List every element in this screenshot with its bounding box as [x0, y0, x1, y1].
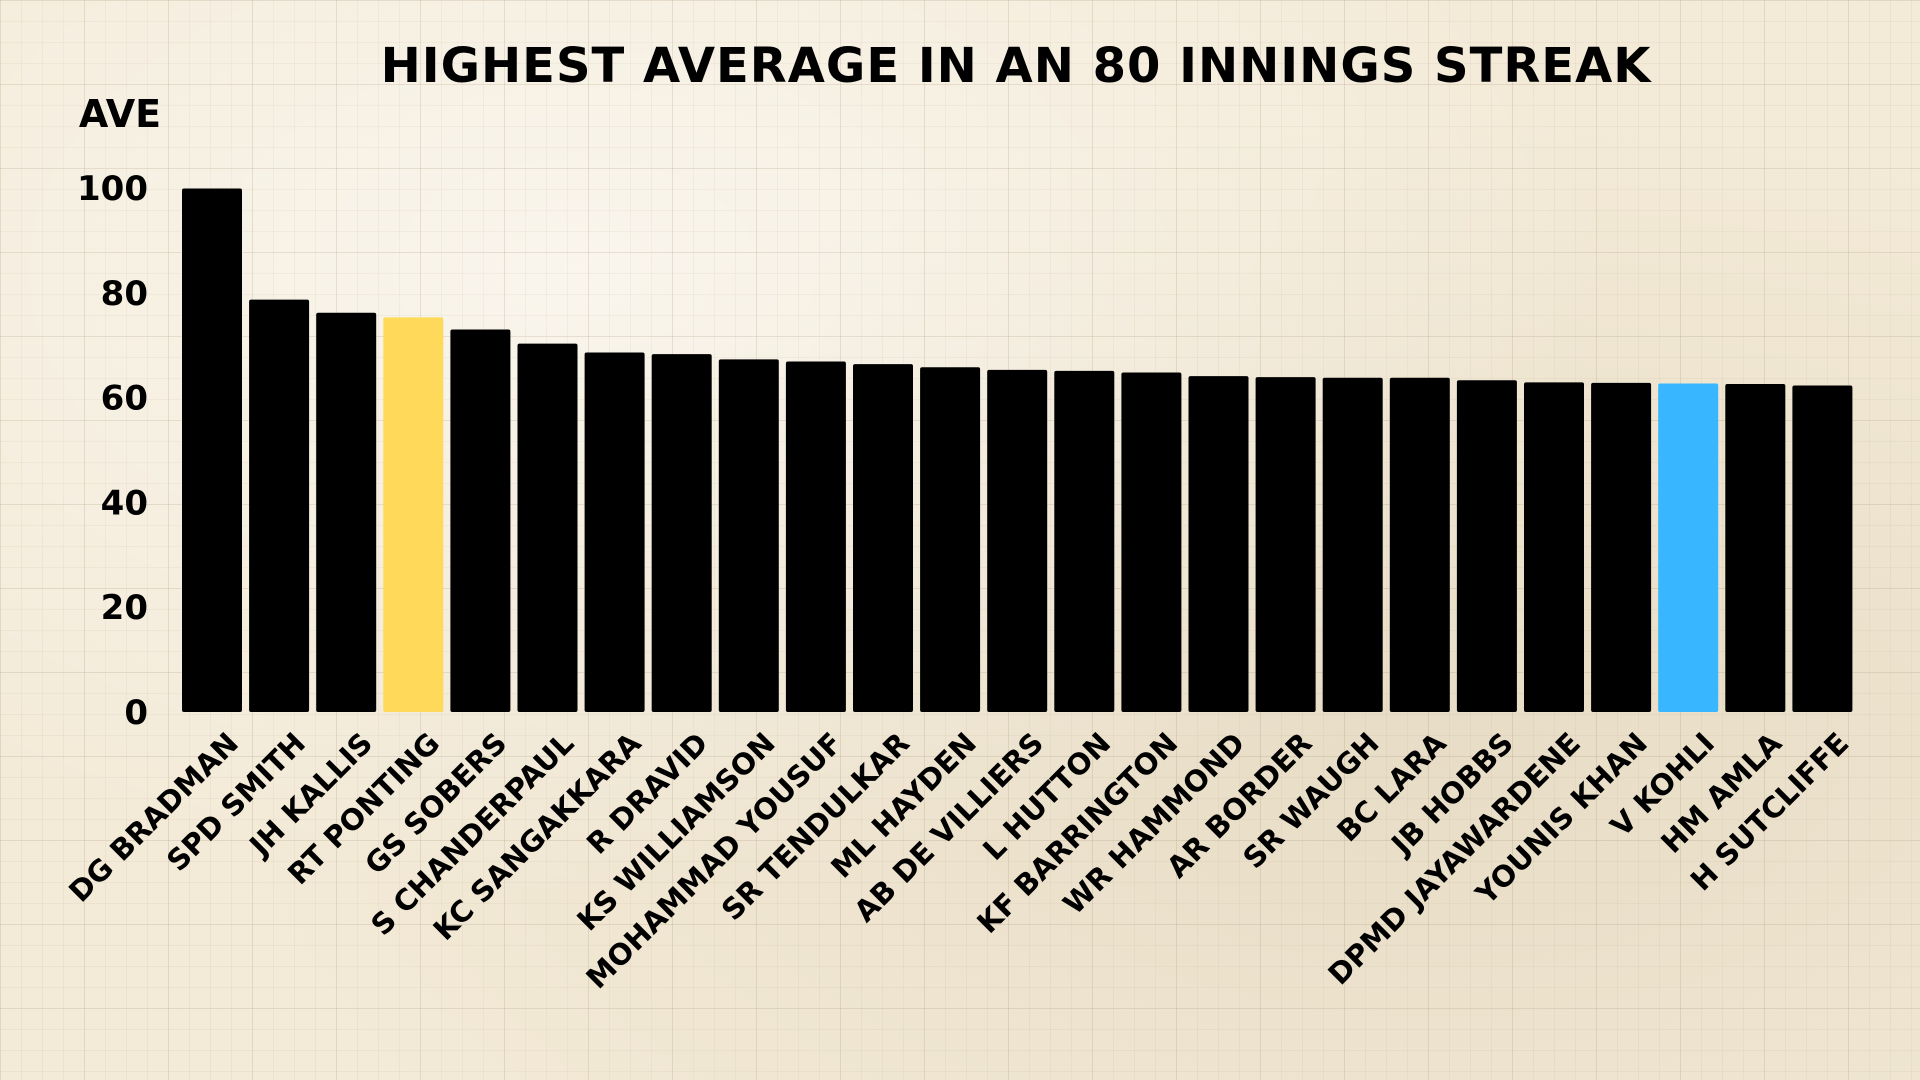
- bar: [1524, 382, 1584, 712]
- bar: [1188, 376, 1249, 712]
- bar: [584, 352, 645, 712]
- bar: [383, 317, 444, 712]
- bar: [1054, 370, 1115, 712]
- bar: [853, 364, 913, 712]
- y-axis-ticks: 0 20 40 60 80 100: [77, 169, 148, 733]
- chart-title: HIGHEST AVERAGE IN AN 80 INNINGS STREAK: [381, 38, 1653, 94]
- bar: [718, 359, 779, 712]
- bar: [1725, 383, 1786, 712]
- bar: [1591, 382, 1652, 712]
- bar: [1255, 377, 1316, 712]
- y-tick-label: 20: [101, 588, 148, 628]
- bar: [182, 188, 242, 713]
- bars-group: [182, 188, 1853, 713]
- y-axis-label: AVE: [79, 92, 161, 136]
- bar: [920, 367, 981, 712]
- bar: [1389, 377, 1450, 712]
- bar: [1322, 377, 1383, 712]
- y-tick-label: 100: [77, 169, 148, 209]
- y-tick-label: 80: [101, 274, 148, 314]
- y-tick-label: 40: [101, 483, 148, 523]
- bar: [651, 354, 712, 712]
- bar: [1792, 385, 1853, 712]
- bar: [316, 312, 377, 712]
- y-tick-label: 0: [124, 693, 148, 733]
- bar: [450, 329, 511, 712]
- bar: [249, 299, 310, 712]
- bar: [1658, 383, 1719, 712]
- y-tick-label: 60: [101, 379, 148, 419]
- bar: [987, 369, 1048, 712]
- bar: [517, 343, 578, 712]
- bar: [1121, 372, 1182, 712]
- bar: [785, 361, 846, 712]
- bar: [1456, 380, 1517, 712]
